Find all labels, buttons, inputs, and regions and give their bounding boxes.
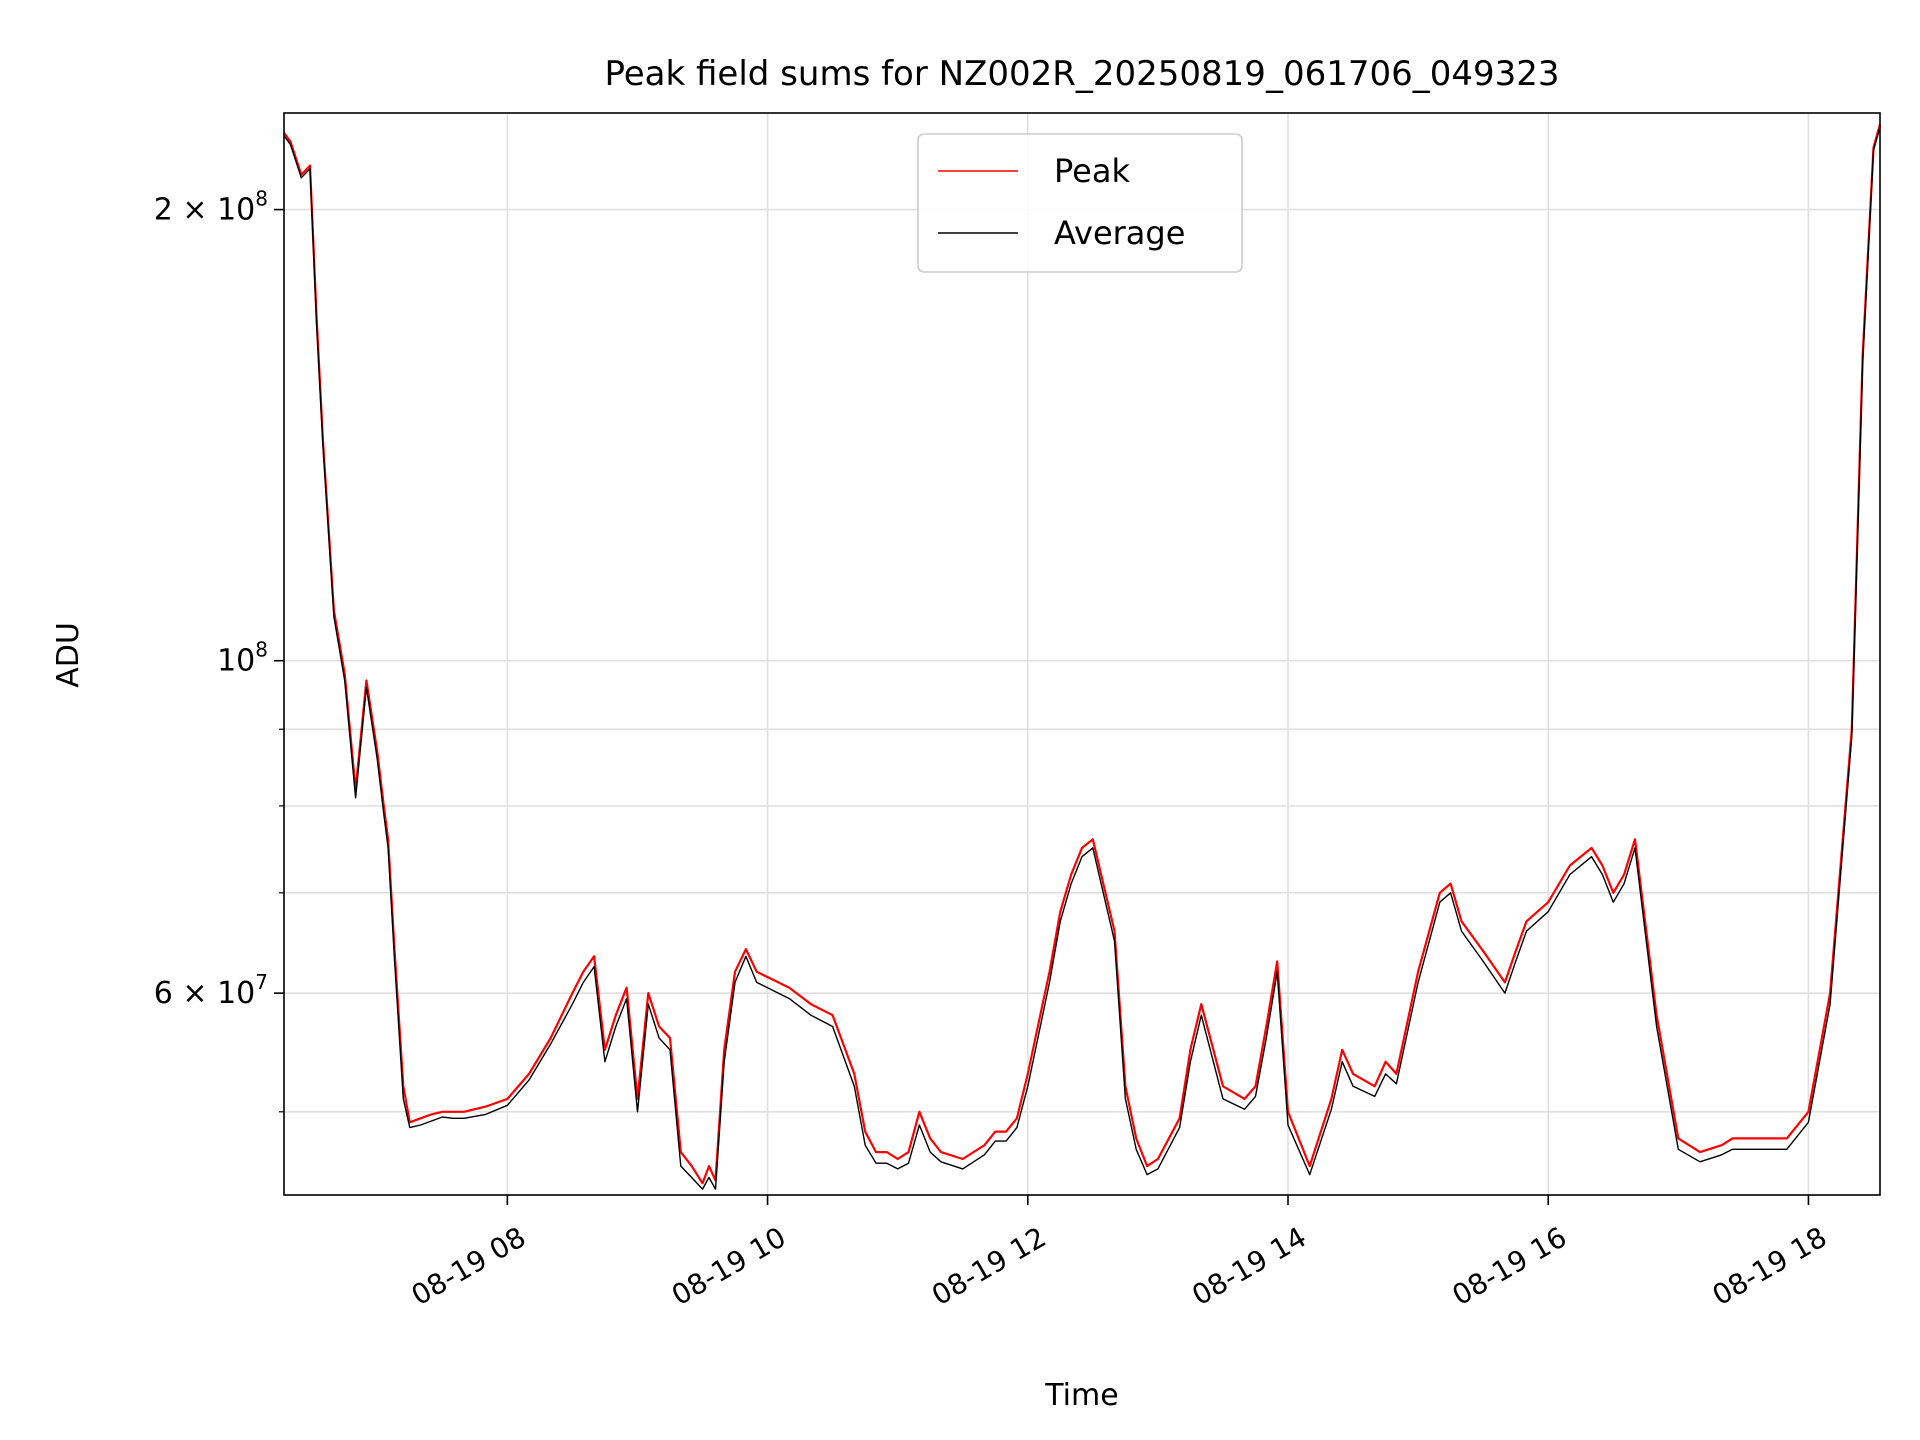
legend-box [917, 133, 1243, 273]
legend-label: Peak [1054, 152, 1130, 190]
legend-label: Average [1054, 214, 1185, 252]
y-axis-label: ADU [51, 622, 86, 688]
plot-frame [283, 112, 1881, 1196]
y-tick-label: 6 × 107 [154, 970, 268, 1011]
legend: Peak Average [917, 133, 1243, 273]
y-tick-label: 2 × 108 [154, 187, 268, 228]
x-axis-label: Time [1044, 1378, 1118, 1413]
chart-title: Peak field sums for NZ002R_20250819_0617… [604, 54, 1559, 94]
y-tick-label: 108 [217, 638, 268, 679]
plot-lines [283, 124, 1882, 1190]
series-line-average [283, 127, 1881, 1190]
series-line-peak [283, 124, 1882, 1185]
